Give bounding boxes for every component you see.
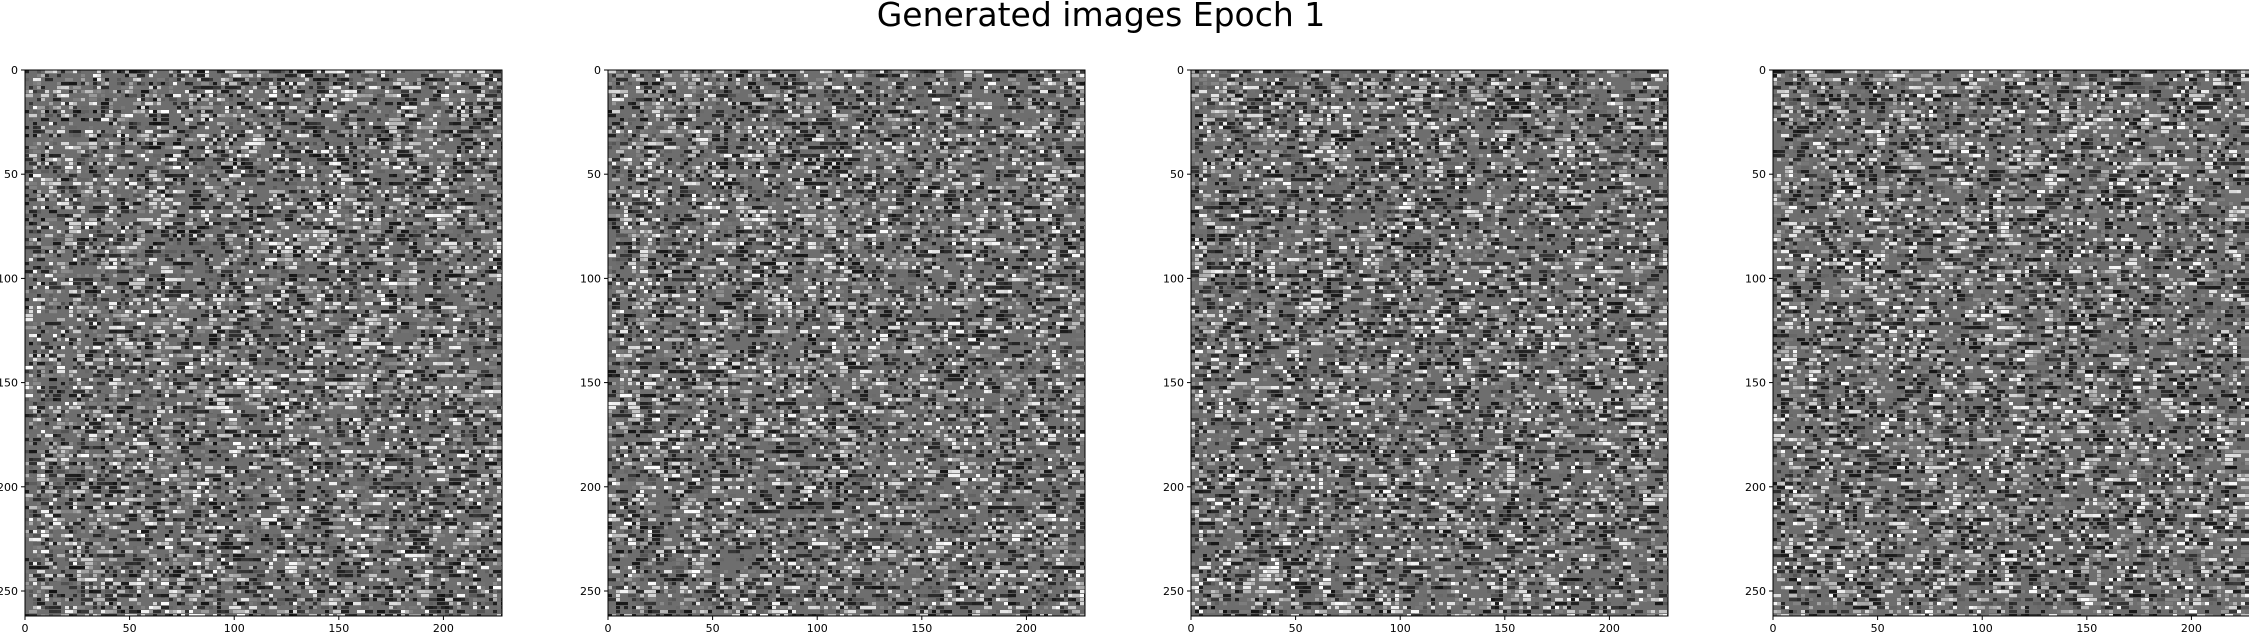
y-tick-label: 150 bbox=[0, 377, 18, 390]
image-panel-1: 0 50 100 150 200 250 0 50 100 150 200 bbox=[0, 64, 503, 632]
x-tick-label: 50 bbox=[1871, 622, 1885, 632]
y-tick-label: 200 bbox=[1163, 481, 1184, 494]
y-tick-label: 0 bbox=[594, 64, 601, 77]
generated-image-noise bbox=[1773, 70, 2249, 616]
x-tick-label: 200 bbox=[2181, 622, 2202, 632]
y-tick-label: 100 bbox=[1163, 272, 1184, 285]
image-panel-2: 0 50 100 150 200 250 0 50 100 150 200 bbox=[580, 64, 1086, 632]
x-tick-label: 100 bbox=[1972, 622, 1993, 632]
y-tick-label: 200 bbox=[0, 481, 18, 494]
y-tick-label: 200 bbox=[1745, 481, 1766, 494]
y-tick-label: 50 bbox=[1752, 168, 1766, 181]
generated-image-noise bbox=[608, 70, 1085, 616]
x-tick-label: 150 bbox=[1494, 622, 1515, 632]
x-tick-label: 150 bbox=[328, 622, 349, 632]
x-tick-label: 200 bbox=[1599, 622, 1620, 632]
generated-image-noise bbox=[25, 70, 502, 616]
axes-frame bbox=[1772, 69, 2249, 617]
image-panel-4: 0 50 100 150 200 250 0 50 100 150 200 bbox=[1745, 64, 2249, 632]
y-tick-label: 0 bbox=[1177, 64, 1184, 77]
y-tick-label: 250 bbox=[1163, 585, 1184, 598]
x-tick-label: 100 bbox=[1390, 622, 1411, 632]
generated-image-noise bbox=[1191, 70, 1668, 616]
x-tick-label: 150 bbox=[2076, 622, 2097, 632]
axes-frame bbox=[24, 69, 503, 617]
y-tick-label: 50 bbox=[1170, 168, 1184, 181]
y-tick-label: 0 bbox=[1759, 64, 1766, 77]
x-tick-label: 0 bbox=[605, 622, 612, 632]
figure-title: Generated images Epoch 1 bbox=[0, 0, 2202, 31]
y-tick-label: 150 bbox=[580, 377, 601, 390]
x-tick-label: 0 bbox=[1188, 622, 1195, 632]
image-panel-3: 0 50 100 150 200 250 0 50 100 150 200 bbox=[1163, 64, 1669, 632]
axes-frame bbox=[1190, 69, 1669, 617]
y-tick-label: 100 bbox=[0, 272, 18, 285]
axes-frame bbox=[607, 69, 1086, 617]
y-tick-label: 50 bbox=[587, 168, 601, 181]
x-tick-label: 100 bbox=[224, 622, 245, 632]
y-tick-label: 250 bbox=[580, 585, 601, 598]
y-tick-label: 50 bbox=[4, 168, 18, 181]
y-tick-label: 0 bbox=[11, 64, 18, 77]
x-tick-label: 200 bbox=[433, 622, 454, 632]
x-tick-label: 50 bbox=[1289, 622, 1303, 632]
x-tick-label: 100 bbox=[807, 622, 828, 632]
y-tick-label: 250 bbox=[1745, 585, 1766, 598]
x-tick-label: 0 bbox=[1770, 622, 1777, 632]
x-tick-label: 50 bbox=[706, 622, 720, 632]
y-tick-label: 200 bbox=[580, 481, 601, 494]
x-tick-label: 0 bbox=[22, 622, 29, 632]
x-tick-label: 150 bbox=[911, 622, 932, 632]
y-tick-label: 100 bbox=[1745, 272, 1766, 285]
y-tick-label: 150 bbox=[1745, 377, 1766, 390]
y-tick-label: 250 bbox=[0, 585, 18, 598]
y-tick-label: 100 bbox=[580, 272, 601, 285]
x-tick-label: 50 bbox=[123, 622, 137, 632]
x-tick-label: 200 bbox=[1016, 622, 1037, 632]
y-tick-label: 150 bbox=[1163, 377, 1184, 390]
